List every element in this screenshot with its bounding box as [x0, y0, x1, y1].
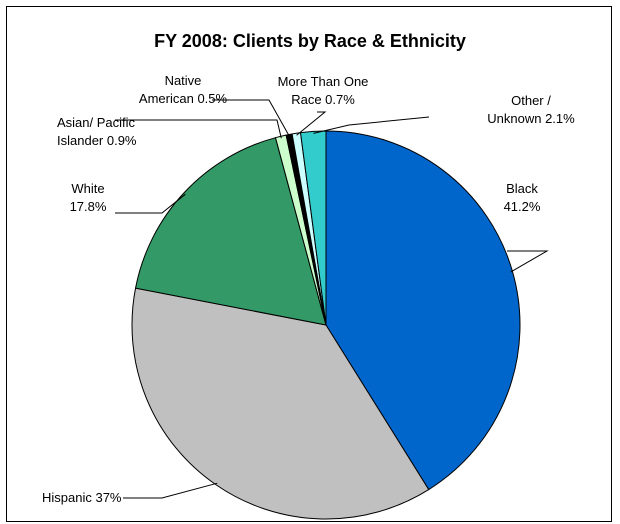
leader-line — [212, 99, 290, 137]
pie-slices — [131, 130, 521, 520]
leader-line — [313, 116, 430, 134]
slice-label: Other / Unknown 2.1% — [487, 93, 575, 126]
leader-line — [296, 111, 327, 136]
slice-label: Black 41.2% — [504, 181, 541, 214]
slice-label: Native American 0.5% — [139, 73, 228, 106]
pie-slice-white — [134, 137, 327, 326]
chart-frame: FY 2008: Clients by Race & Ethnicity Bla… — [6, 6, 612, 522]
slice-label: Asian/ Pacific Islander 0.9% — [57, 115, 137, 148]
pie-chart: FY 2008: Clients by Race & Ethnicity Bla… — [42, 31, 575, 520]
leader-line — [115, 193, 186, 214]
leader-line — [115, 119, 282, 139]
leader-lines — [115, 99, 549, 499]
slice-labels: Black 41.2% Hispanic 37% White 17.8% Asian/ P… — [42, 73, 575, 505]
leader-line — [507, 250, 549, 273]
slice-label: White 17.8% — [70, 181, 107, 214]
chart-title: FY 2008: Clients by Race & Ethnicity — [154, 31, 466, 51]
slice-label: Hispanic 37% — [42, 490, 122, 505]
pie-slice-hispanic-37 — [131, 287, 430, 520]
slice-label: More Than One Race 0.7% — [278, 74, 369, 107]
leader-line — [123, 482, 218, 499]
